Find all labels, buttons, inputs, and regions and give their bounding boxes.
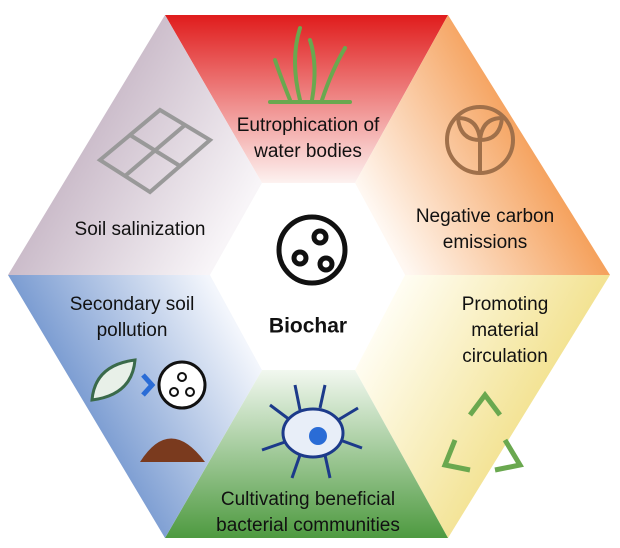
segment-label: pollution <box>97 320 168 341</box>
segment-label: Eutrophication of <box>237 115 380 136</box>
segment-label: circulation <box>462 346 548 367</box>
segment-label: Negative carbon <box>416 206 554 227</box>
center-label: Biochar <box>269 315 347 338</box>
diagram: Biochar Eutrophication of water bodies Neg… <box>0 0 620 548</box>
segment-label: water bodies <box>253 141 362 162</box>
segment-label: Cultivating beneficial <box>221 489 395 510</box>
segment-label: Soil salinization <box>75 219 206 240</box>
segment-label: emissions <box>443 232 527 253</box>
segment-label: material <box>471 320 539 341</box>
segment-label: Secondary soil <box>70 294 195 315</box>
page: {"center": {"label": "Biochar"}, "segmen… <box>0 0 620 548</box>
segment-label: bacterial communities <box>216 515 400 536</box>
segment-label: Promoting <box>462 294 549 315</box>
